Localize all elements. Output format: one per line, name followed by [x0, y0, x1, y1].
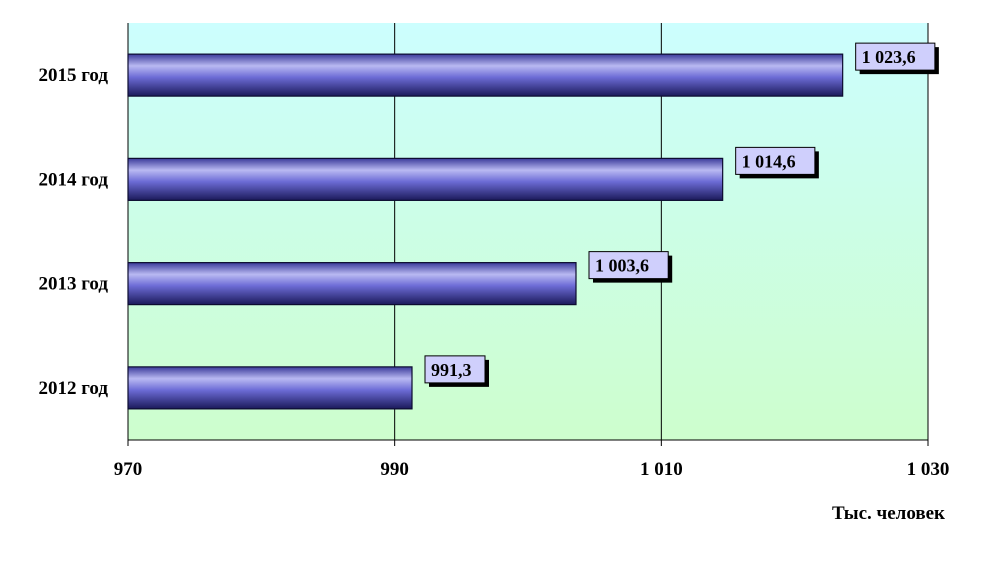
bars [127, 53, 844, 410]
x-tick-label-0: 970 [114, 459, 143, 480]
x-tick-label-2: 1 010 [640, 459, 683, 480]
data-label-1: 1 003,6 [588, 251, 673, 283]
x-tick-label-1: 990 [380, 459, 409, 480]
category-label-3: 2015 год [39, 65, 109, 86]
bar-3 [127, 53, 844, 97]
x-axis-unit-label: Тыс. человек [832, 503, 945, 524]
bar-0 [127, 366, 413, 410]
bar-1 [127, 262, 577, 306]
data-label-text-3: 1 023,6 [862, 47, 916, 67]
x-axis-ticks: 970 990 1 010 1 030 [114, 459, 950, 480]
category-label-1: 2013 год [39, 274, 109, 295]
category-label-0: 2012 год [39, 378, 109, 399]
data-label-text-2: 1 014,6 [742, 151, 796, 171]
data-label-text-0: 991,3 [431, 360, 472, 380]
x-tick-label-3: 1 030 [907, 459, 950, 480]
data-label-2: 1 014,6 [735, 146, 819, 179]
data-labels: 991,3 1 003,6 1 014,6 1 023,6 [424, 42, 939, 387]
data-label-3: 1 023,6 [855, 42, 939, 75]
category-label-2: 2014 год [39, 169, 109, 190]
data-label-0: 991,3 [424, 355, 489, 387]
data-label-text-1: 1 003,6 [595, 256, 649, 276]
bar-2 [127, 157, 724, 201]
category-labels: 2012 год 2013 год 2014 год 2015 год [39, 65, 109, 399]
